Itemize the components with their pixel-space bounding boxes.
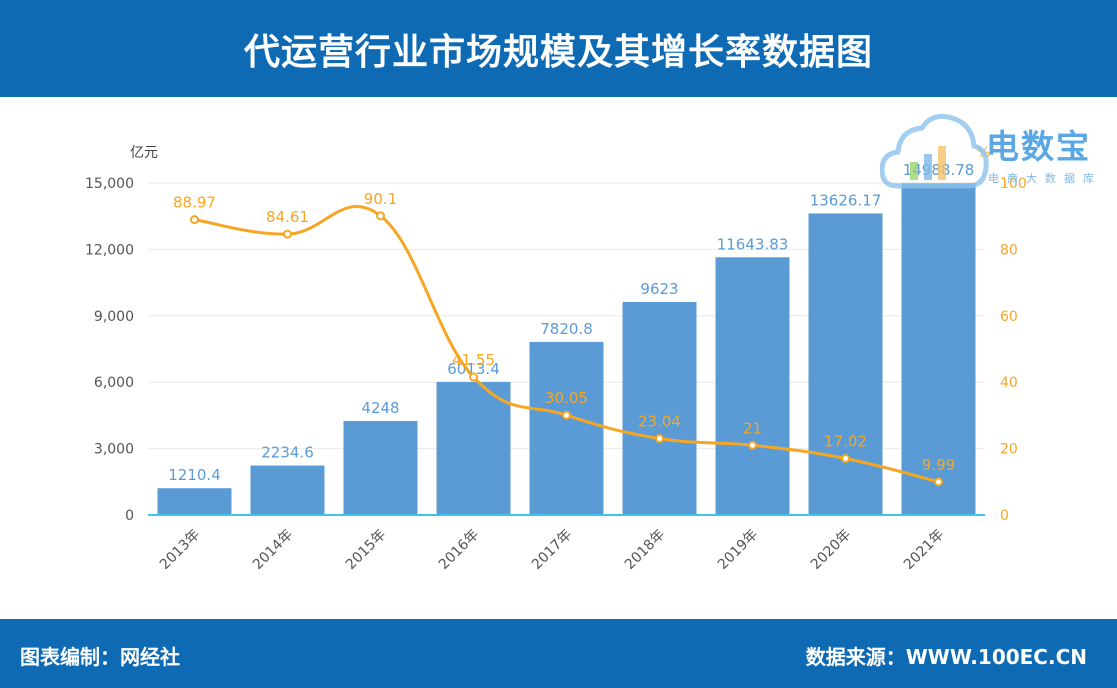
chart-footer: 图表编制：网经社 数据来源：WWW.100EC.CN xyxy=(0,619,1117,688)
bar-value-label: 4248 xyxy=(361,399,399,417)
y-tick-label-left: 3,000 xyxy=(94,442,134,458)
bar-value-label: 6013.4 xyxy=(447,360,500,378)
line-point xyxy=(655,434,664,444)
cloud-icon xyxy=(880,113,989,189)
y-tick-label-left: 9,000 xyxy=(94,309,134,325)
line-value-label: 30.05 xyxy=(545,389,588,407)
y-tick-label-left: 12,000 xyxy=(85,242,134,258)
x-tick-label: 2020年 xyxy=(808,527,854,573)
x-tick-label: 2016年 xyxy=(436,527,482,573)
x-tick-label: 2018年 xyxy=(622,527,668,573)
footer-source: 数据来源：WWW.100EC.CN xyxy=(805,645,1087,669)
footer-credit: 图表编制：网经社 xyxy=(20,645,180,669)
line-value-label: 9.99 xyxy=(922,456,955,474)
x-tick-label: 2014年 xyxy=(250,527,296,573)
line-point xyxy=(934,477,943,487)
y-tick-label-left: 15,000 xyxy=(85,176,134,192)
bar xyxy=(343,420,418,515)
y-tick-label-right: 60 xyxy=(1000,309,1018,325)
line-value-label: 41.55 xyxy=(452,351,495,369)
chart-header: 代运营行业市场规模及其增长率数据图 xyxy=(0,0,1117,97)
line-point xyxy=(562,410,571,420)
bar xyxy=(715,257,790,515)
y-tick-label-right: 0 xyxy=(1000,508,1009,524)
x-tick-label: 2019年 xyxy=(715,527,761,573)
bar-value-label: 2234.6 xyxy=(261,444,314,462)
bar xyxy=(529,341,604,515)
line-value-label: 23.04 xyxy=(638,413,681,431)
growth-rate-line xyxy=(194,205,939,484)
line-point xyxy=(376,211,385,221)
line-value-label: 88.97 xyxy=(173,194,216,212)
line-value-label: 90.1 xyxy=(364,190,397,208)
brand-logo: 电数宝 电商大数据库 xyxy=(880,108,1110,200)
bar xyxy=(622,302,697,515)
bar xyxy=(250,465,325,515)
bar-value-label: 7820.8 xyxy=(540,320,593,338)
y-tick-label-right: 20 xyxy=(1000,442,1018,458)
y-tick-label-right: 40 xyxy=(1000,375,1018,391)
bar xyxy=(808,213,883,515)
bar xyxy=(157,488,232,515)
y-tick-label-left: 0 xyxy=(125,508,134,524)
x-tick-label: 2017年 xyxy=(529,527,575,573)
line-value-label: 21 xyxy=(743,419,762,437)
bar-value-label: 9623 xyxy=(640,280,678,298)
line-point xyxy=(190,215,199,225)
line-value-label: 84.61 xyxy=(266,208,309,226)
line-point xyxy=(748,440,757,450)
line-value-label: 17.02 xyxy=(824,432,867,450)
chart-title: 代运营行业市场规模及其增长率数据图 xyxy=(243,31,873,73)
y-tick-label-right: 100 xyxy=(1000,176,1027,192)
line-point xyxy=(283,229,292,239)
bar xyxy=(901,183,976,515)
y-axis-unit-left: 亿元 xyxy=(130,145,158,161)
x-tick-label: 2013年 xyxy=(157,527,203,573)
line-point xyxy=(841,453,850,463)
line-point xyxy=(469,372,478,382)
y-tick-label-right: 80 xyxy=(1000,242,1018,258)
bar-value-label: 11643.83 xyxy=(717,235,789,253)
logo-sub-text: 电商大数据库 xyxy=(988,172,1102,185)
bar xyxy=(436,381,511,515)
combo-chart: 0 3,000 6,000 9,000 12,000 15,000 0 20 40 60 80 100… xyxy=(85,145,1027,573)
y-tick-label-left: 6,000 xyxy=(94,375,134,391)
x-tick-label: 2021年 xyxy=(901,527,947,573)
logo-brand-text: 电数宝 xyxy=(986,127,1091,166)
x-tick-label: 2015年 xyxy=(343,527,389,573)
bar-value-label: 13626.17 xyxy=(810,191,882,209)
bar-value-label: 1210.4 xyxy=(168,466,221,484)
